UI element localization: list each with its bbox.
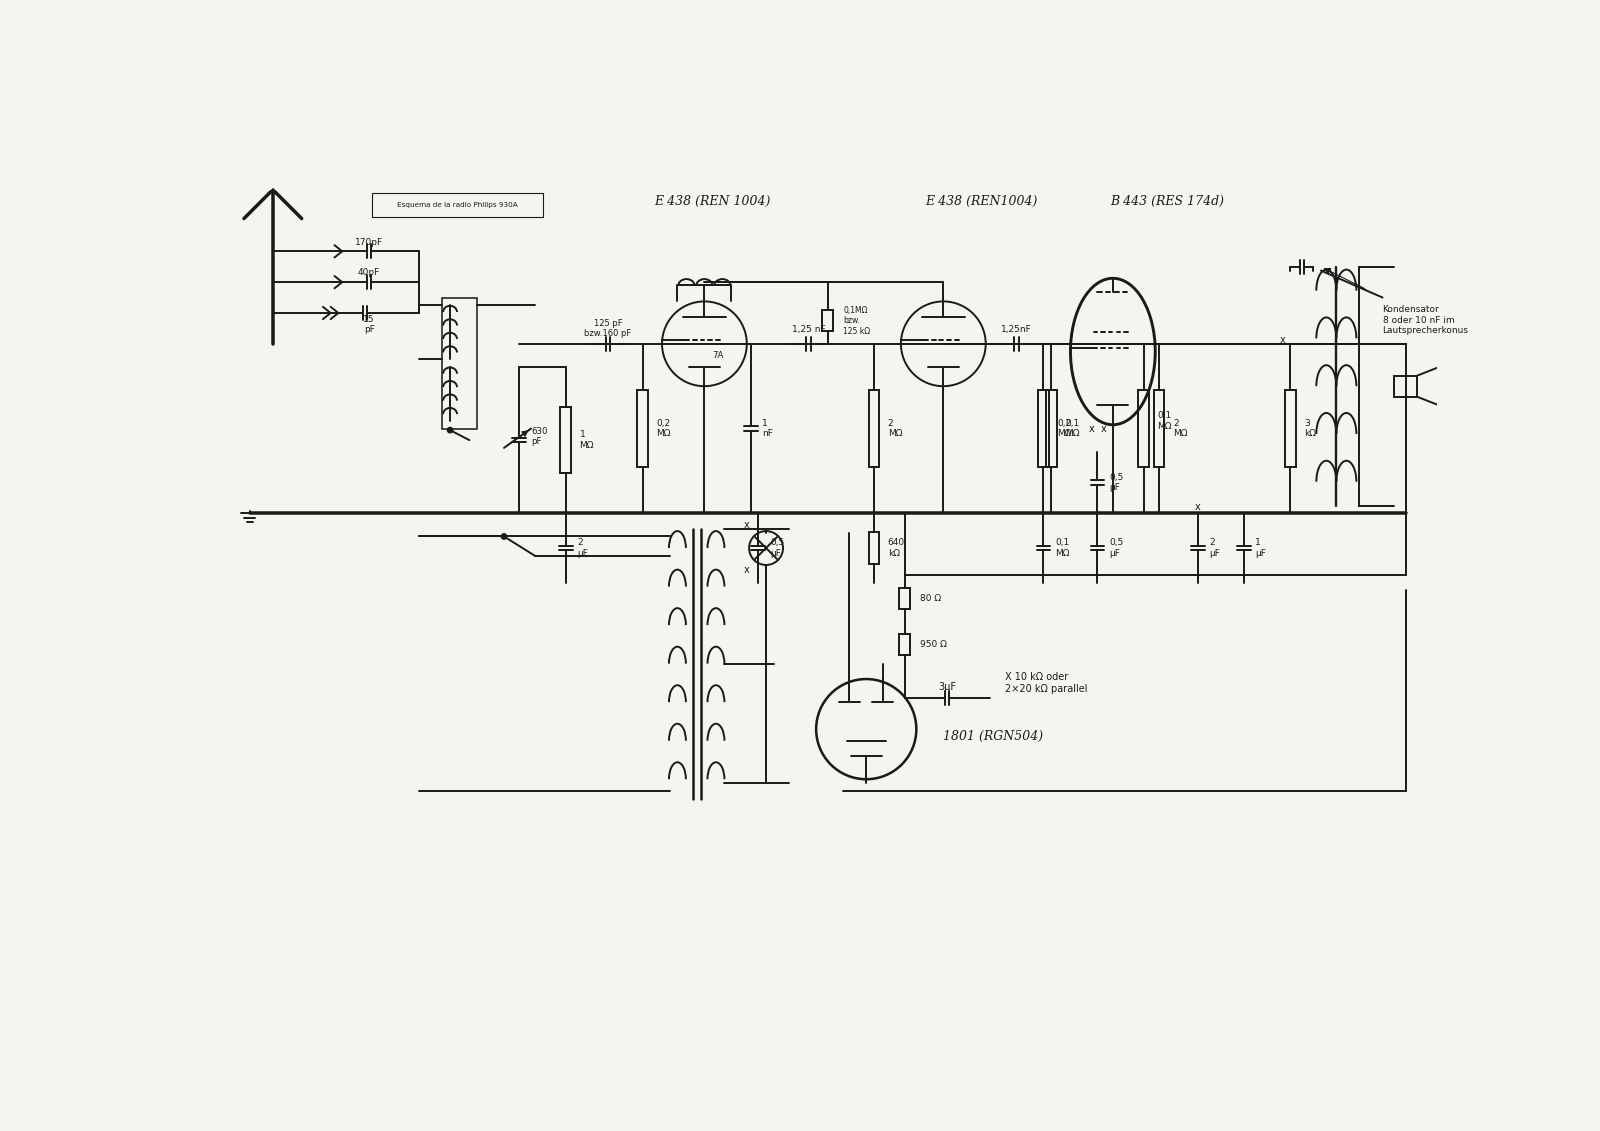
Text: Kondensator
8 oder 10 nF im
Lautsprecherkonus: Kondensator 8 oder 10 nF im Lautsprecher… [1382,305,1469,335]
Text: E 438 (REN 1004): E 438 (REN 1004) [654,195,770,208]
Text: x: x [744,564,750,575]
Text: B 443 (RES 174d): B 443 (RES 174d) [1110,195,1224,208]
Bar [1038,390,1050,467]
Text: 2
µF: 2 µF [1210,538,1221,558]
Text: 1
MΩ: 1 MΩ [579,431,594,450]
Bar [1046,390,1056,467]
Text: 630
pF: 630 pF [531,426,547,446]
Bar [869,390,880,467]
Circle shape [448,428,453,433]
Bar [899,634,910,655]
Text: 0,1
MΩ: 0,1 MΩ [1054,538,1069,558]
Text: 40pF: 40pF [358,268,381,277]
Text: 3
kΩ: 3 kΩ [1304,418,1315,439]
Text: 125 pF
bzw.160 pF: 125 pF bzw.160 pF [584,319,632,338]
Text: 1
nF: 1 nF [762,418,773,439]
Bar [1285,390,1296,467]
Text: 1801 (RGN504): 1801 (RGN504) [944,731,1043,743]
Bar [899,588,910,608]
Text: 7A: 7A [712,351,723,360]
Text: 2
MΩ: 2 MΩ [888,418,902,439]
Text: 0,1MΩ
bzw.
125 kΩ: 0,1MΩ bzw. 125 kΩ [843,305,870,336]
Text: 0,5
µF: 0,5 µF [1109,538,1123,558]
Bar [637,390,648,467]
Text: 0,5
µF: 0,5 µF [1109,473,1123,492]
Text: 3µF: 3µF [938,682,957,692]
Text: 640
kΩ: 640 kΩ [888,538,906,558]
Text: 1,25nF: 1,25nF [1002,326,1032,335]
Text: X 10 kΩ oder
2×20 kΩ parallel: X 10 kΩ oder 2×20 kΩ parallel [1005,672,1088,693]
Circle shape [501,534,507,539]
Text: 0,1
MΩ: 0,1 MΩ [1157,412,1173,431]
Text: 170pF: 170pF [355,238,384,247]
Bar [1138,390,1149,467]
Text: 0,2
MΩ: 0,2 MΩ [1058,418,1072,439]
Text: 0,2
MΩ: 0,2 MΩ [656,418,670,439]
Text: 80 Ω: 80 Ω [920,594,941,603]
Text: 0,1
MΩ: 0,1 MΩ [1066,418,1080,439]
Text: 0,5
µF: 0,5 µF [770,538,784,558]
Bar [1394,375,1418,397]
Text: 2
MΩ: 2 MΩ [1173,418,1187,439]
Text: x: x [1195,502,1200,512]
Text: 1
µF: 1 µF [1256,538,1266,558]
Text: x: x [1280,335,1285,345]
Text: E 438 (REN1004): E 438 (REN1004) [926,195,1038,208]
Text: Esquema de la radio Philips 930A: Esquema de la radio Philips 930A [397,202,518,208]
Text: x  x: x x [1088,424,1106,433]
Text: 2
µF: 2 µF [578,538,589,558]
Text: x: x [744,520,750,530]
Text: 15
pF: 15 pF [363,314,374,335]
Bar [822,310,834,331]
Text: 950 Ω: 950 Ω [920,640,947,649]
Bar [1154,390,1165,467]
Bar [869,533,880,563]
Bar [442,297,477,429]
Text: 1,25 nF: 1,25 nF [792,326,826,335]
Bar [560,407,571,473]
